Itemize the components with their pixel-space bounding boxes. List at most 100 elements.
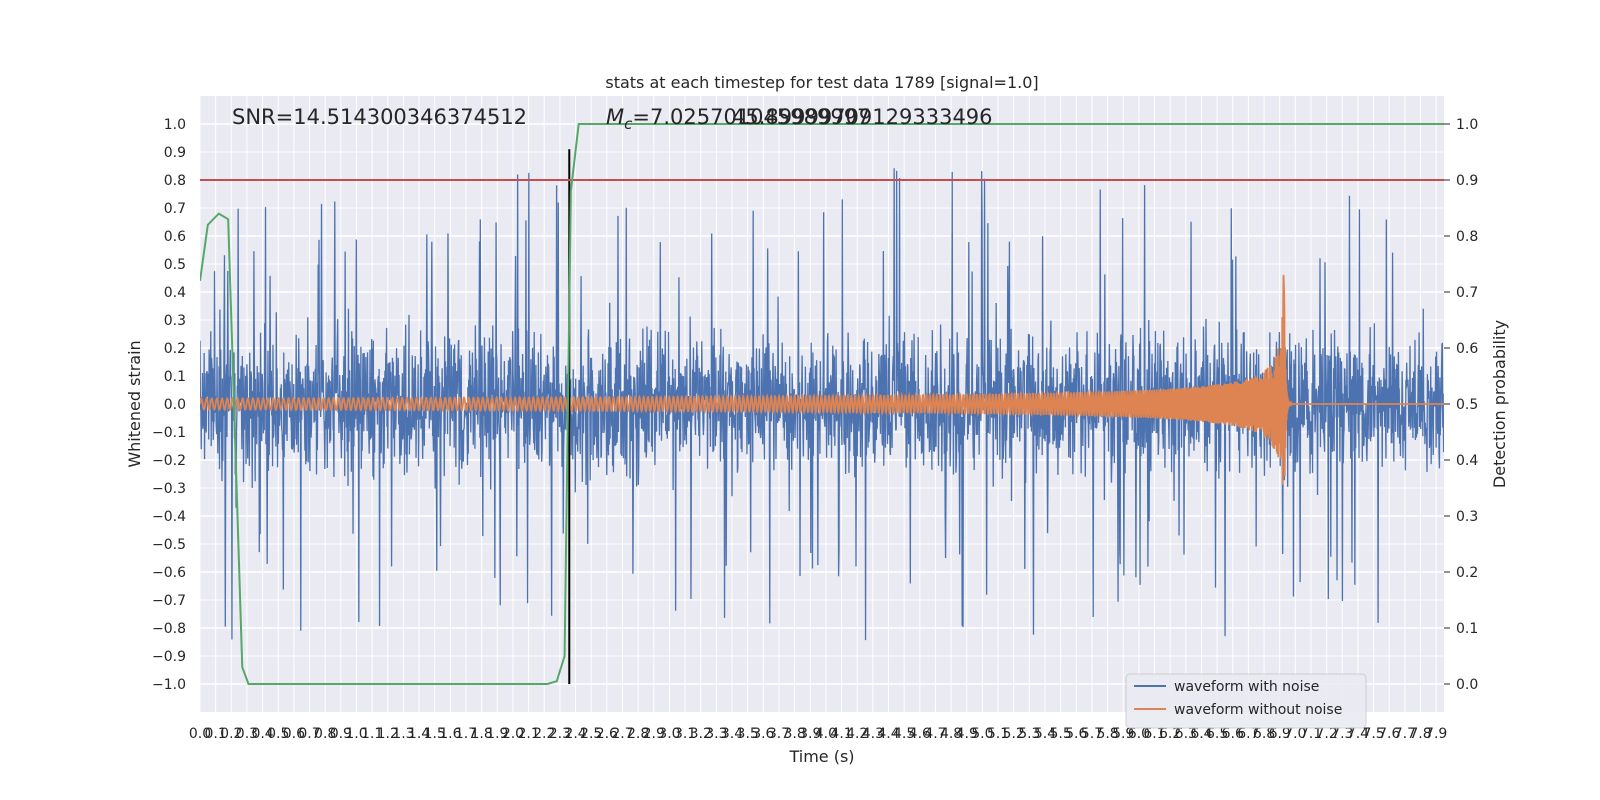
x-tick-label: 6.4	[1190, 726, 1212, 742]
x-tick-label: 1.1	[361, 726, 383, 742]
x-tick-label: 0.1	[205, 726, 227, 742]
x-tick-label: 1.9	[486, 726, 508, 742]
x-tick-label: 0.0	[189, 726, 211, 742]
y-tick-label: −0.4	[152, 509, 186, 525]
x-tick-label: 4.5	[893, 726, 915, 742]
y-tick-label: −0.2	[152, 453, 186, 469]
legend-box	[1125, 673, 1367, 729]
legend-label-clean: waveform without noise	[1174, 702, 1342, 718]
x-tick-label: 5.1	[987, 726, 1009, 742]
x-tick-label: 2.5	[580, 726, 602, 742]
x-tick-label: 7.5	[1362, 726, 1384, 742]
x-tick-label: 7.1	[1300, 726, 1322, 742]
x-tick-label: 0.6	[283, 726, 305, 742]
y-tick-label: −0.8	[152, 621, 186, 637]
x-tick-label: 0.7	[298, 726, 320, 742]
chirp-mass-annotation: Mc=7.025701045989997	[606, 105, 870, 133]
y-tick-label: 0.5	[164, 257, 186, 273]
y2-tick-label: 0.3	[1456, 509, 1478, 525]
x-tick-label: 1.2	[377, 726, 399, 742]
y-tick-label: −0.1	[152, 425, 186, 441]
y-tick-label: 0.6	[164, 229, 186, 245]
snr-annotation: SNR=14.514300346374512	[232, 105, 527, 129]
chirp-mass-subscript: c	[624, 115, 633, 133]
x-tick-label: 6.7	[1237, 726, 1259, 742]
x-tick-label: 4.3	[862, 726, 884, 742]
x-tick-label: 1.4	[408, 726, 430, 742]
y2-tick-label: 0.4	[1456, 453, 1478, 469]
y-tick-label: −1.0	[152, 677, 186, 693]
x-tick-label: 7.8	[1409, 726, 1431, 742]
x-tick-label: 5.6	[1065, 726, 1087, 742]
x-tick-label: 2.0	[502, 726, 524, 742]
x-tick-label: 0.5	[267, 726, 289, 742]
x-tick-label: 3.9	[799, 726, 821, 742]
y-tick-label: −0.3	[152, 481, 186, 497]
x-tick-label: 4.8	[940, 726, 962, 742]
x-tick-label: 3.8	[783, 726, 805, 742]
x-tick-label: 3.3	[705, 726, 727, 742]
x-tick-label: 7.2	[1316, 726, 1338, 742]
x-tick-label: 2.9	[643, 726, 665, 742]
y2-tick-label: 0.2	[1456, 565, 1478, 581]
x-tick-label: 2.7	[611, 726, 633, 742]
y-axis-title: Whitened strain	[125, 340, 144, 467]
x-tick-label: 0.3	[236, 726, 258, 742]
x-tick-label: 6.6	[1222, 726, 1244, 742]
x-tick-label: 2.6	[596, 726, 618, 742]
chirp-mass-symbol: M	[606, 105, 624, 129]
y2-tick-label: 0.7	[1456, 285, 1478, 301]
y-tick-label: 0.9	[164, 145, 186, 161]
y-tick-label: 0.7	[164, 201, 186, 217]
y2-tick-label: 1.0	[1456, 117, 1478, 133]
y-tick-label: −0.7	[152, 593, 186, 609]
x-tick-label: 2.4	[564, 726, 586, 742]
y2-tick-label: 0.6	[1456, 341, 1478, 357]
x-tick-label: 7.6	[1378, 726, 1400, 742]
x-tick-label: 4.4	[877, 726, 899, 742]
x-tick-label: 4.0	[815, 726, 837, 742]
x-tick-label: 7.0	[1284, 726, 1306, 742]
x-tick-label: 0.4	[251, 726, 273, 742]
x-tick-label: 3.2	[690, 726, 712, 742]
x-tick-label: 6.0	[1128, 726, 1150, 742]
x-tick-label: 6.2	[1159, 726, 1181, 742]
x-tick-label: 7.7	[1394, 726, 1416, 742]
x-tick-label: 5.0	[971, 726, 993, 742]
x-tick-label: 2.8	[627, 726, 649, 742]
chart-title: stats at each timestep for test data 178…	[605, 73, 1038, 92]
x-tick-label: 3.0	[658, 726, 680, 742]
legend-label-noise: waveform with noise	[1174, 679, 1319, 695]
y2-axis-title: Detection probability	[1490, 320, 1509, 488]
x-tick-label: 4.6	[909, 726, 931, 742]
series-waveform-without-noise	[200, 274, 1444, 485]
x-tick-label: 6.9	[1269, 726, 1291, 742]
x-tick-label: 1.8	[471, 726, 493, 742]
x-tick-label: 1.7	[455, 726, 477, 742]
x-tick-label: 3.7	[768, 726, 790, 742]
y-tick-label: 0.0	[164, 397, 186, 413]
x-tick-label: 6.1	[1143, 726, 1165, 742]
legend: waveform with noise waveform without noi…	[1125, 673, 1367, 729]
x-tick-label: 3.4	[721, 726, 743, 742]
x-tick-label: 7.4	[1347, 726, 1369, 742]
x-axis-title: Time (s)	[788, 747, 854, 766]
y-tick-label: −0.5	[152, 537, 186, 553]
x-tick-label: 0.8	[314, 726, 336, 742]
x-tick-label: 5.5	[1049, 726, 1071, 742]
x-tick-label: 7.3	[1331, 726, 1353, 742]
x-tick-label: 1.0	[345, 726, 367, 742]
x-tick-label: 3.5	[737, 726, 759, 742]
y2-tick-label: 0.0	[1456, 677, 1478, 693]
x-tick-label: 2.1	[517, 726, 539, 742]
x-tick-label: 4.9	[956, 726, 978, 742]
x-tick-label: 6.8	[1253, 726, 1275, 742]
y-tick-label: 0.4	[164, 285, 186, 301]
tick-layer: 0.00.10.20.30.40.50.60.70.80.91.01.11.21…	[152, 117, 1478, 742]
y-tick-label: 1.0	[164, 117, 186, 133]
y-tick-label: 0.1	[164, 369, 186, 385]
x-tick-label: 4.2	[846, 726, 868, 742]
y-tick-label: 0.2	[164, 341, 186, 357]
x-tick-label: 5.8	[1096, 726, 1118, 742]
x-tick-label: 1.5	[424, 726, 446, 742]
